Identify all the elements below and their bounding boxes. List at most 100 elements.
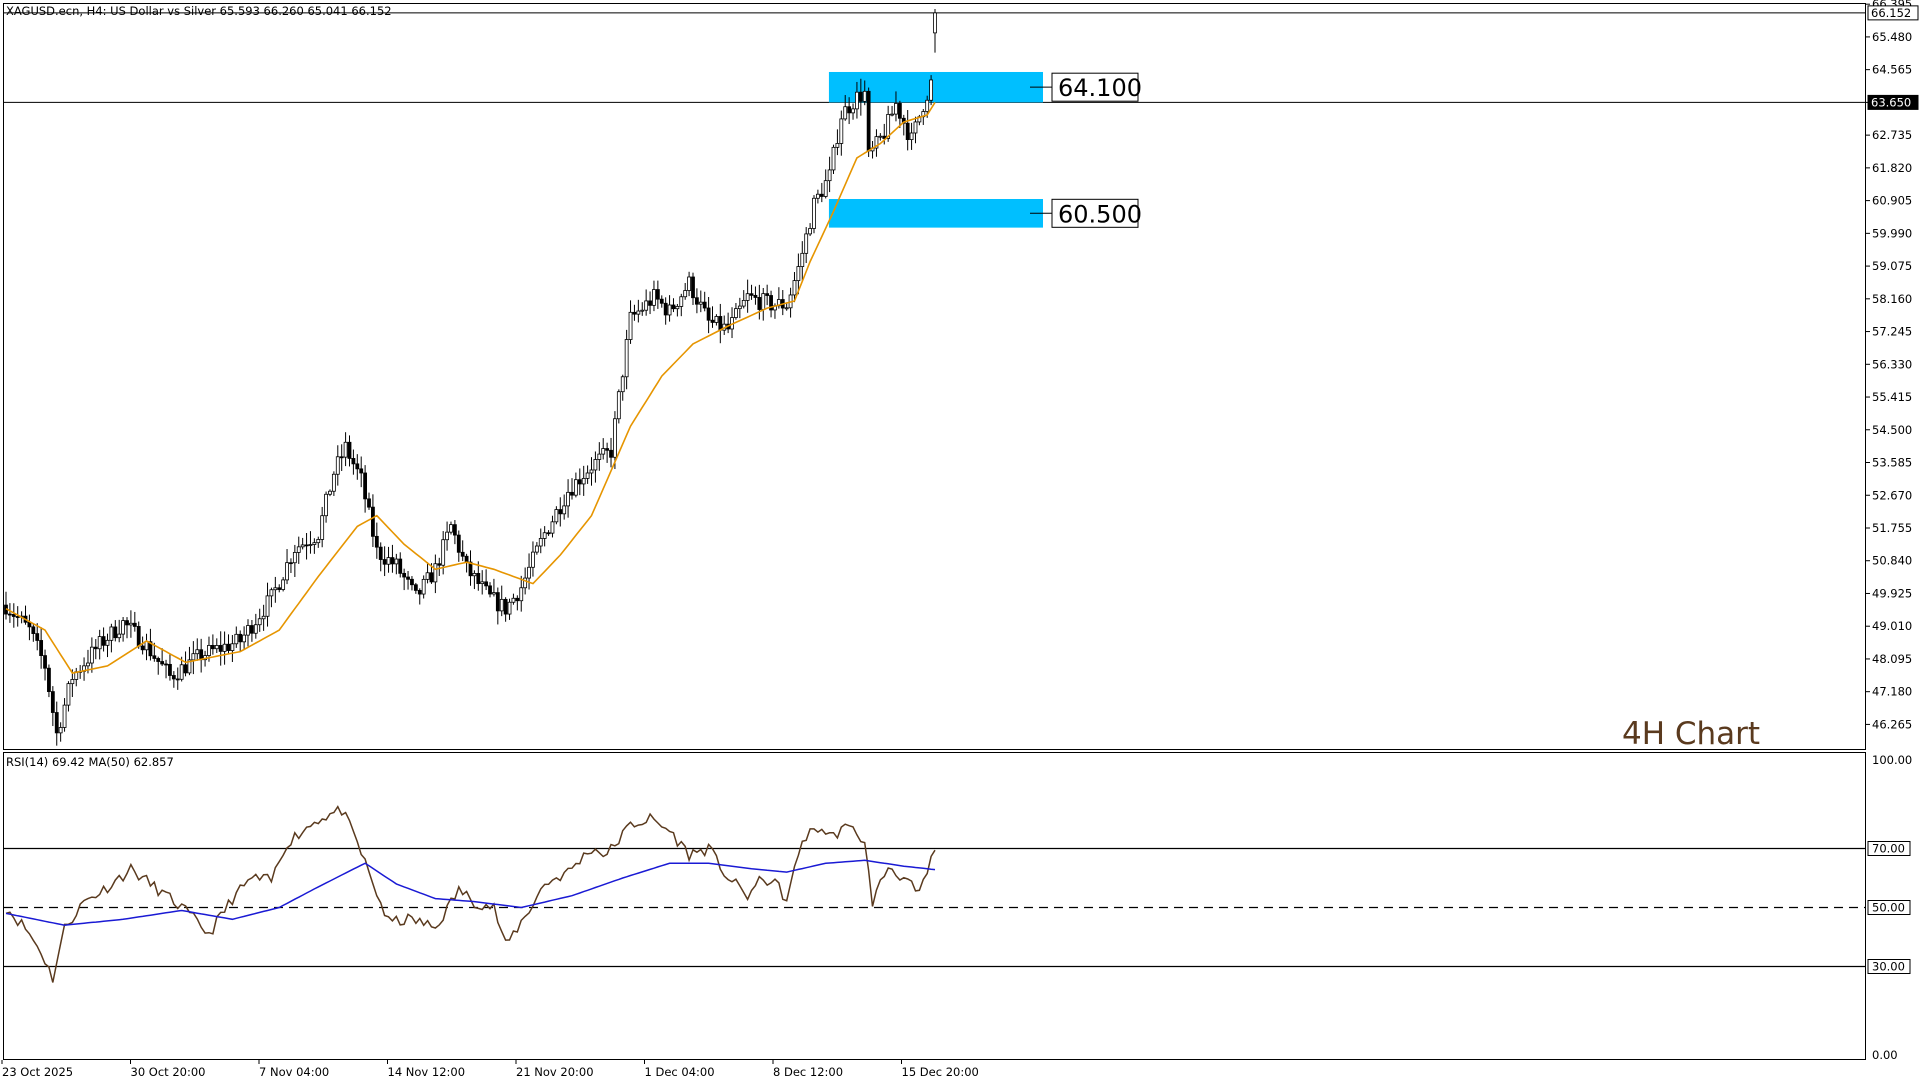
bear-candle — [11, 614, 16, 617]
bear-candle — [101, 636, 106, 646]
bear-candle — [183, 664, 188, 674]
bull-candle — [913, 121, 918, 134]
bear-candle — [710, 319, 715, 323]
bull-candle — [97, 636, 102, 650]
price-tick-label: 50.840 — [1872, 554, 1912, 568]
price-tag-box — [1867, 5, 1919, 21]
bull-candle — [191, 653, 196, 661]
bull-candle — [566, 491, 570, 507]
bull-candle — [242, 634, 247, 643]
bear-candle — [398, 558, 403, 574]
symbol-header: XAGUSD.ecn, H4: US Dollar vs Silver 65.5… — [6, 4, 392, 18]
bear-candle — [210, 644, 215, 650]
bear-candle — [148, 641, 153, 657]
bull-candle — [593, 459, 598, 471]
price-tick-label: 54.500 — [1872, 423, 1912, 437]
bull-candle — [312, 542, 317, 545]
time-tick-label: 23 Oct 2025 — [2, 1065, 73, 1079]
bull-candle — [324, 493, 328, 517]
bear-candle — [905, 122, 910, 140]
bear-candle — [546, 532, 551, 535]
bear-candle — [125, 620, 129, 626]
bear-candle — [351, 458, 356, 465]
bull-candle — [300, 544, 305, 548]
rsi-pane — [4, 805, 1866, 983]
bull-candle — [843, 106, 848, 120]
zone-label: 64.100 — [1058, 74, 1142, 102]
bull-candle — [851, 108, 855, 114]
bull-candle — [394, 558, 399, 565]
bull-candle — [265, 595, 270, 617]
price-tag-box — [1867, 94, 1919, 110]
price-tick-label: 65.480 — [1872, 30, 1912, 44]
time-tick-label: 14 Nov 12:00 — [388, 1065, 466, 1079]
bear-candle — [882, 135, 887, 139]
bull-candle — [316, 539, 321, 544]
bull-candle — [839, 118, 844, 144]
bull-candle — [117, 633, 122, 639]
bull-candle — [827, 169, 832, 182]
bull-candle — [554, 509, 559, 523]
bull-candle — [472, 573, 477, 577]
bear-candle — [655, 289, 660, 300]
bull-candle — [862, 90, 867, 102]
time-axis: 23 Oct 2025 30 Oct 20:00 7 Nov 04:00 14 Nov… — [1, 1060, 979, 1079]
bull-candle — [269, 589, 274, 597]
bull-candle — [222, 643, 227, 652]
bull-candle — [234, 633, 239, 645]
time-tick-label: 21 Nov 20:00 — [516, 1065, 594, 1079]
bull-candle — [492, 592, 496, 595]
bear-candle — [371, 506, 375, 537]
bull-candle — [308, 544, 313, 546]
price-pane: 64.100 60.500 — [4, 9, 1866, 746]
chart-watermark: 4H Chart — [1622, 716, 1760, 752]
bull-candle — [386, 557, 391, 565]
bull-candle — [628, 311, 633, 340]
bear-candle — [164, 663, 168, 666]
price-tick-label: 59.990 — [1872, 226, 1912, 240]
bear-candle — [488, 585, 492, 595]
bull-candle — [737, 305, 742, 310]
bull-candle — [296, 546, 301, 553]
bull-candle — [273, 587, 278, 591]
bull-candle — [550, 521, 555, 534]
bull-candle — [531, 551, 535, 568]
bear-candle — [866, 90, 871, 152]
bull-candle — [343, 441, 348, 458]
bull-candle — [331, 473, 336, 492]
bull-candle — [679, 296, 684, 307]
bear-candle — [847, 106, 852, 114]
bull-candle — [328, 490, 332, 495]
bear-candle — [659, 298, 664, 304]
bull-candle — [929, 79, 933, 101]
bear-candle — [359, 468, 364, 474]
bull-candle — [855, 91, 859, 110]
bull-candle — [687, 276, 691, 291]
time-tick-label: 1 Dec 04:00 — [645, 1065, 715, 1079]
bull-candle — [62, 704, 67, 728]
bull-candle — [808, 228, 812, 235]
bull-candle — [613, 418, 617, 458]
rsi-tick-label: 0.00 — [1872, 1048, 1898, 1062]
bear-candle — [374, 535, 379, 548]
bull-candle — [445, 531, 449, 541]
bull-candle — [886, 113, 891, 139]
bear-candle — [160, 661, 165, 665]
bear-candle — [691, 276, 695, 299]
bull-candle — [620, 376, 625, 393]
bear-candle — [93, 646, 98, 650]
bull-candle — [335, 456, 340, 475]
bear-candle — [718, 316, 723, 331]
bear-candle — [417, 590, 422, 595]
bear-candle — [50, 691, 55, 713]
bear-candle — [437, 563, 442, 566]
price-tick-label: 49.010 — [1872, 619, 1912, 633]
bull-candle — [425, 572, 430, 580]
price-tick-label: 59.075 — [1872, 259, 1912, 273]
bull-candle — [683, 290, 688, 298]
bear-candle — [113, 626, 118, 639]
time-tick-label: 8 Dec 12:00 — [773, 1065, 843, 1079]
rsi-tag-box — [1867, 841, 1911, 856]
bear-candle — [347, 441, 352, 459]
